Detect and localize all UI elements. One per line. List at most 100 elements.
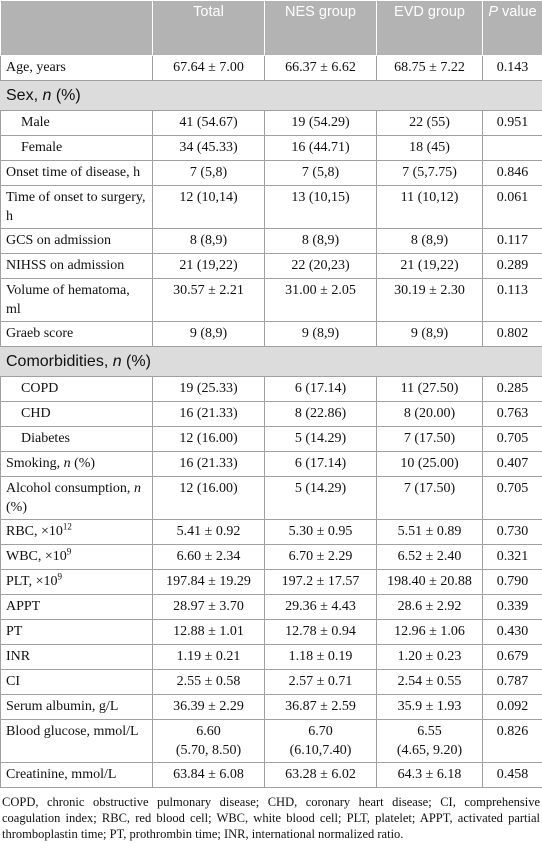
text: 198.40 ± 20.88 — [387, 574, 472, 589]
value-cell: 0.846 — [482, 160, 542, 186]
value-cell: 8 (8,9) — [152, 228, 265, 254]
text: 7 (17.50) — [403, 431, 456, 446]
text: Blood glucose, mmol/L — [6, 724, 139, 739]
value-cell: 12.78 ± 0.94 — [264, 619, 377, 645]
text: (%) — [51, 87, 81, 104]
data-row: Alcohol consumption, n (%) 12 (16.00) 5 (1… — [0, 476, 542, 520]
text: 63.28 ± 6.02 — [285, 767, 356, 782]
row-label: PT — [0, 619, 153, 645]
row-label: COPD — [0, 376, 153, 402]
data-row: NIHSS on admission 21 (19,22) 22 (20,23) 21… — [0, 253, 542, 279]
text: 64.3 ± 6.18 — [397, 767, 462, 782]
text: 12.78 ± 0.94 — [285, 624, 356, 639]
value-cell: 0.826 — [482, 719, 542, 763]
line: 6.70 — [308, 724, 333, 739]
value-cell: 0.705 — [482, 426, 542, 452]
data-row: RBC, ×1012 5.41 ± 0.92 5.30 ± 0.95 5.51 ± 0… — [0, 519, 542, 545]
value-cell: 0.730 — [482, 519, 542, 545]
value-cell: 66.37 ± 6.62 — [264, 55, 377, 81]
value-cell: 6.52 ± 2.40 — [376, 544, 483, 570]
value-cell: 0.705 — [482, 476, 542, 520]
text: Male — [21, 115, 50, 130]
row-label: APPT — [0, 594, 153, 620]
value-cell: 36.39 ± 2.29 — [152, 694, 265, 720]
text: 0.339 — [496, 599, 529, 614]
data-row: Graeb score 9 (8,9) 9 (8,9) 9 (8,9) 0.802 — [0, 321, 542, 347]
text: 19 (54.29) — [291, 115, 350, 130]
data-row: PT 12.88 ± 1.01 12.78 ± 0.94 12.96 ± 1.06 0.… — [0, 619, 542, 645]
value-cell: 36.87 ± 2.59 — [264, 694, 377, 720]
header-cell: EVD group — [376, 0, 483, 56]
text: 11 (27.50) — [400, 381, 459, 396]
value-cell: 6 (17.14) — [264, 451, 377, 477]
value-cell: 6.70 ± 2.29 — [264, 544, 377, 570]
text: 0.787 — [496, 674, 529, 689]
data-row: Male 41 (54.67) 19 (54.29) 22 (55) 0.951 — [0, 110, 542, 136]
text: 0.730 — [496, 524, 529, 539]
value-cell: 7 (17.50) — [376, 426, 483, 452]
text: 12 — [62, 521, 72, 532]
value-cell: 0.951 — [482, 110, 542, 136]
text: 9 — [66, 546, 72, 557]
text: (%) — [121, 353, 151, 370]
data-row: GCS on admission 8 (8,9) 8 (8,9) 8 (8,9) 0.1… — [0, 228, 542, 254]
value-cell: 0.430 — [482, 619, 542, 645]
text: Comorbidities, — [6, 353, 113, 370]
text: 6.60 ± 2.34 — [176, 549, 241, 564]
text: 19 (25.33) — [179, 381, 238, 396]
text: Total — [193, 4, 224, 20]
value-cell: 10 (25.00) — [376, 451, 483, 477]
text: 8 (8,9) — [410, 233, 449, 248]
text: 36.39 ± 2.29 — [173, 699, 244, 714]
text: 16 (44.71) — [291, 140, 350, 155]
text: 9 — [57, 571, 62, 582]
text: 0.430 — [496, 624, 529, 639]
value-cell: 0.790 — [482, 569, 542, 595]
value-cell: 13 (10,15) — [264, 185, 377, 229]
value-cell: 2.55 ± 0.58 — [152, 669, 265, 695]
value-cell: 7 (5,8) — [264, 160, 377, 186]
text: 67.64 ± 7.00 — [173, 60, 244, 75]
value-cell: 0.763 — [482, 401, 542, 427]
text: 8 (8,9) — [301, 233, 340, 248]
text: Female — [21, 140, 63, 155]
row-label: RBC, ×1012 — [0, 519, 153, 545]
value-cell: 198.40 ± 20.88 — [376, 569, 483, 595]
data-row: PLT, ×109 197.84 ± 19.29 197.2 ± 17.57 198.… — [0, 569, 542, 595]
data-table: Total NES group EVD group P value Age, year… — [0, 0, 542, 788]
value-cell: 29.36 ± 4.43 — [264, 594, 377, 620]
text: 10 (25.00) — [400, 456, 459, 471]
value-cell: 6 (17.14) — [264, 376, 377, 402]
text: value — [497, 4, 537, 20]
data-row: Time of onset to surgery, h 12 (10,14) 13 … — [0, 185, 542, 229]
text: 0.763 — [496, 406, 529, 421]
line: 6.60 — [196, 724, 221, 739]
text: 8 (8,9) — [189, 233, 228, 248]
value-cell: 0.787 — [482, 669, 542, 695]
value-cell: 11 (27.50) — [376, 376, 483, 402]
line: (5.70, 8.50) — [175, 743, 242, 758]
value-cell: 5.30 ± 0.95 — [264, 519, 377, 545]
text: 7 (5,7.75) — [402, 165, 457, 180]
text: 0.113 — [497, 283, 528, 298]
value-cell: 11 (10,12) — [376, 185, 483, 229]
line: (4.65, 9.20) — [396, 743, 463, 758]
text: NIHSS on admission — [6, 258, 125, 273]
text: 6 (17.14) — [294, 456, 347, 471]
text: 0.061 — [496, 190, 529, 205]
text: 13 (10,15) — [291, 190, 350, 205]
value-cell: 0.113 — [482, 278, 542, 322]
text: 0.458 — [496, 767, 529, 782]
text: 0.846 — [496, 165, 529, 180]
header-cell: P value — [482, 0, 542, 56]
text: 21 (19,22) — [400, 258, 459, 273]
value-cell: 6.60 ± 2.34 — [152, 544, 265, 570]
row-label: INR — [0, 644, 153, 670]
value-cell: 8 (8,9) — [376, 228, 483, 254]
text: n — [63, 456, 71, 471]
text: Volume of hematoma, ml — [6, 283, 130, 317]
text: 2.57 ± 0.71 — [288, 674, 353, 689]
data-row: APPT 28.97 ± 3.70 29.36 ± 4.43 28.6 ± 2.92 0… — [0, 594, 542, 620]
text: WBC, ×10 — [6, 549, 67, 564]
